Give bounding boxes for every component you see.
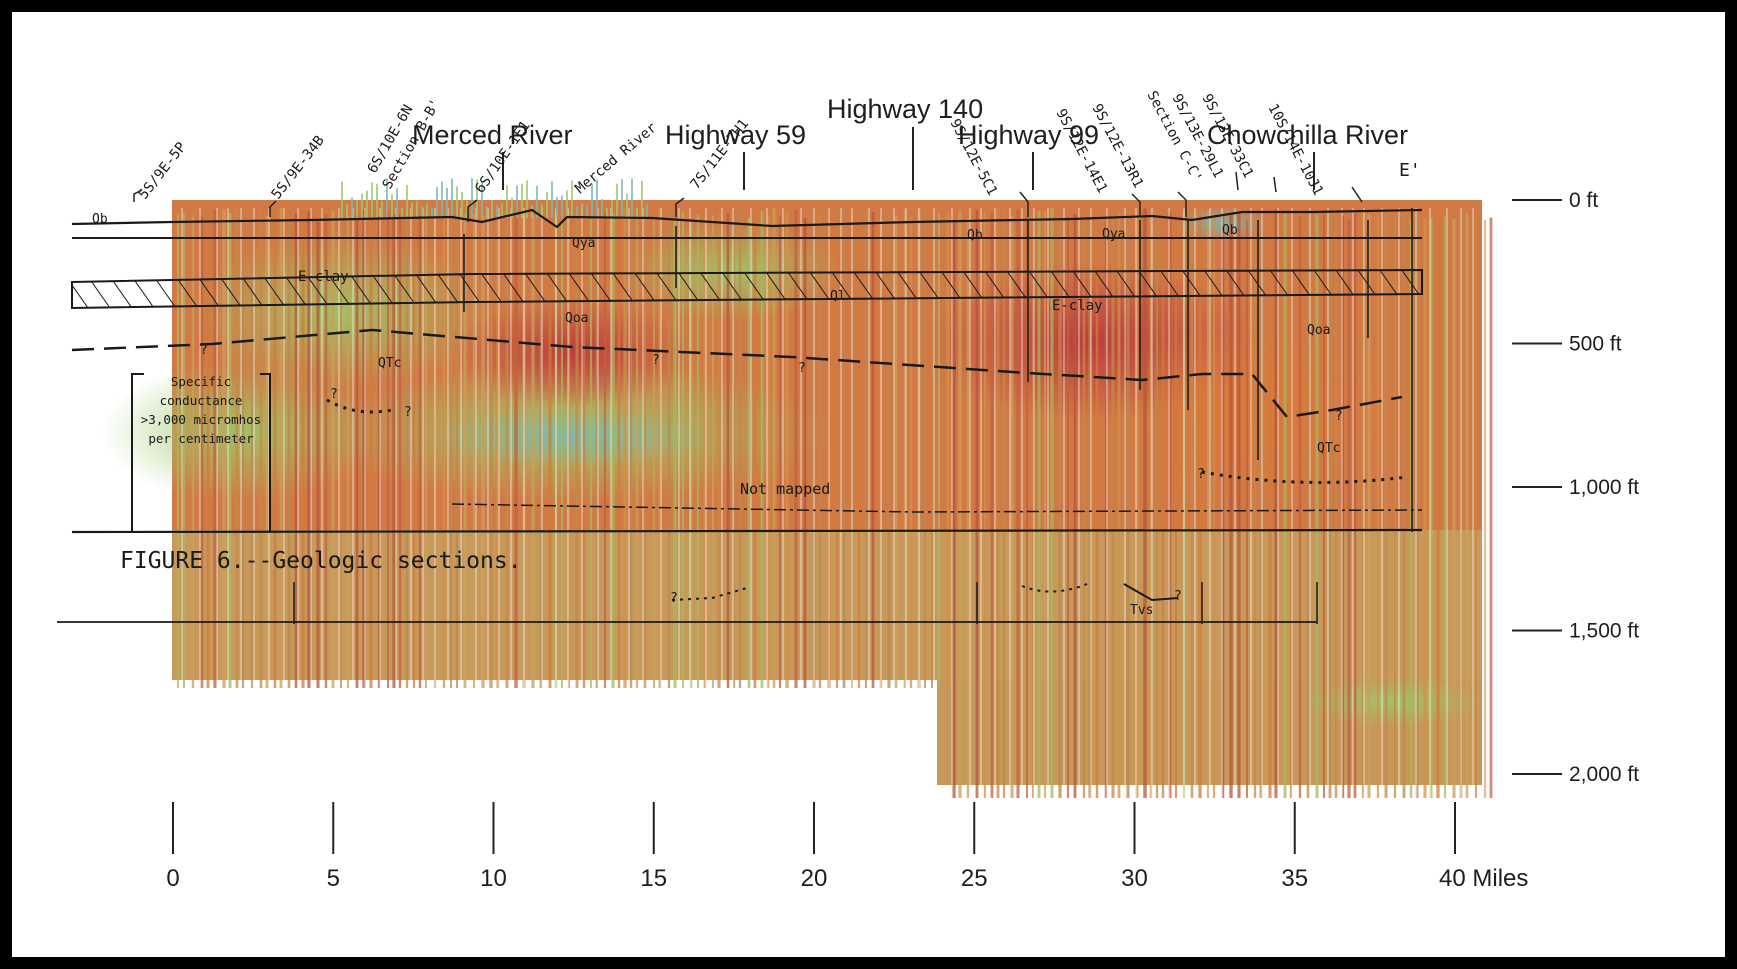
section-base-line <box>71 528 1423 534</box>
annotation-line: >3,000 micromhos <box>141 412 261 427</box>
depth-tick: 1,500 ft <box>1512 620 1639 643</box>
distance-tick: 35 <box>1281 802 1308 892</box>
landmark-labels: Merced River Highway 59 Highway 140 High… <box>412 94 1408 190</box>
unit-ql: Ql <box>830 289 846 304</box>
well-label-text: 5S/9E-5P <box>136 139 190 202</box>
dash-dot-line <box>451 503 1423 513</box>
unit-tvs: Tvs <box>1130 603 1153 618</box>
unit-eclay-right: E-clay <box>1052 298 1103 314</box>
svg-text:?: ? <box>798 361 806 376</box>
label-not-mapped: Not mapped <box>740 480 830 498</box>
distance-tick: 20 <box>801 802 828 892</box>
blue-zone-center <box>432 407 712 467</box>
distance-tick-label: 5 <box>327 865 340 892</box>
depth-tick: 500 ft <box>1512 333 1622 356</box>
sounding-stripes <box>176 178 1493 798</box>
conductance-bracket-left <box>131 373 144 532</box>
lower-dotted-contact <box>671 587 748 601</box>
well-label: 5S/9E-5P <box>133 139 190 202</box>
distance-tick-label: 25 <box>961 865 988 892</box>
qtc-contact-dashed <box>71 328 1403 419</box>
depth-tick-label: 0 ft <box>1569 189 1598 212</box>
annotation-line: per centimeter <box>148 431 254 446</box>
ground-surface-line <box>71 208 1423 229</box>
distance-tick: 40 Miles <box>1439 802 1528 892</box>
distance-tick-label: 15 <box>640 865 667 892</box>
well-label-text: 5S/9E-34B <box>269 133 328 203</box>
distance-tick: 15 <box>640 802 667 892</box>
geologic-section-overlay <box>57 208 1423 624</box>
svg-text:?: ? <box>1174 589 1182 604</box>
conductance-bracket-right <box>260 373 271 532</box>
svg-text:?: ? <box>670 591 678 606</box>
unit-qtc-left: QTc <box>378 356 401 371</box>
depth-tick-label: 2,000 ft <box>1569 763 1639 786</box>
label-highway-99: Highway 99 <box>958 120 1099 150</box>
distance-tick-label: 0 <box>166 865 179 892</box>
svg-text:?: ? <box>1197 467 1205 482</box>
depth-tick-label: 1,500 ft <box>1569 620 1639 643</box>
label-highway-59: Highway 59 <box>665 120 806 150</box>
dotted-contact-right <box>1201 470 1408 484</box>
unit-labels: Qb Qb Qb Qya Qya E-clay E-clay Ql Qoa Qo… <box>92 212 1343 618</box>
label-merced-river: Merced River <box>412 120 573 150</box>
depth-axis: 0 ft 500 ft 1,000 ft 1,500 ft 2,000 ft <box>1512 189 1639 786</box>
unit-qoa-left: Qoa <box>565 311 588 326</box>
label-section-end: E' <box>1399 160 1421 181</box>
unit-qb-mid: Qb <box>967 228 983 243</box>
unit-qoa-right: Qoa <box>1307 323 1330 338</box>
label-chowchilla-river: Chowchilla River <box>1207 120 1408 150</box>
distance-tick-label: 30 <box>1121 865 1148 892</box>
resistivity-color-field <box>102 200 1482 785</box>
unit-qb-left: Qb <box>92 212 108 227</box>
cross-section-figure: Merced River Highway 59 Highway 140 High… <box>57 88 1639 892</box>
distance-tick-label: 20 <box>801 865 828 892</box>
mid-resistivity-band <box>172 530 1482 680</box>
depth-tick: 2,000 ft <box>1512 763 1639 786</box>
distance-tick: 5 <box>327 802 340 892</box>
depth-tick-label: 500 ft <box>1569 333 1622 356</box>
conductance-annotation: Specific conductance >3,000 micromhos pe… <box>141 374 261 446</box>
distance-tick: 25 <box>961 802 988 892</box>
distance-tick-label: 40 Miles <box>1439 865 1528 892</box>
depth-tick-label: 1,000 ft <box>1569 476 1639 499</box>
depth-tick: 0 ft <box>1512 189 1598 212</box>
svg-text:?: ? <box>404 405 412 420</box>
svg-text:?: ? <box>330 387 338 402</box>
distance-tick: 30 <box>1121 802 1148 892</box>
unit-qya-right: Qya <box>1102 227 1125 242</box>
distance-tick-label: 10 <box>480 865 507 892</box>
svg-text:?: ? <box>1335 409 1343 424</box>
depth-tick: 1,000 ft <box>1512 476 1639 499</box>
well-label: 10S/14E-10J1 <box>1264 101 1363 203</box>
distance-tick-label: 35 <box>1281 865 1308 892</box>
distance-tick: 0 <box>166 802 180 892</box>
label-highway-140: Highway 140 <box>827 94 983 124</box>
svg-text:?: ? <box>200 343 208 358</box>
unit-eclay-left: E-clay <box>298 269 349 285</box>
unit-qb-right: Qb <box>1222 223 1238 238</box>
annotation-line: conductance <box>160 393 243 408</box>
unit-qya-left: Qya <box>572 236 595 251</box>
distance-axis: 0 5 10 15 20 25 30 35 40 Miles <box>166 802 1528 892</box>
figure-panel: Merced River Highway 59 Highway 140 High… <box>12 12 1725 957</box>
e-clay-hatched-band <box>71 268 1423 310</box>
figure-caption: FIGURE 6.--Geologic sections. <box>120 548 522 574</box>
distance-tick: 10 <box>480 802 507 892</box>
unit-qtc-right: QTc <box>1317 441 1340 456</box>
annotation-line: Specific <box>171 374 231 389</box>
svg-text:?: ? <box>652 353 660 368</box>
